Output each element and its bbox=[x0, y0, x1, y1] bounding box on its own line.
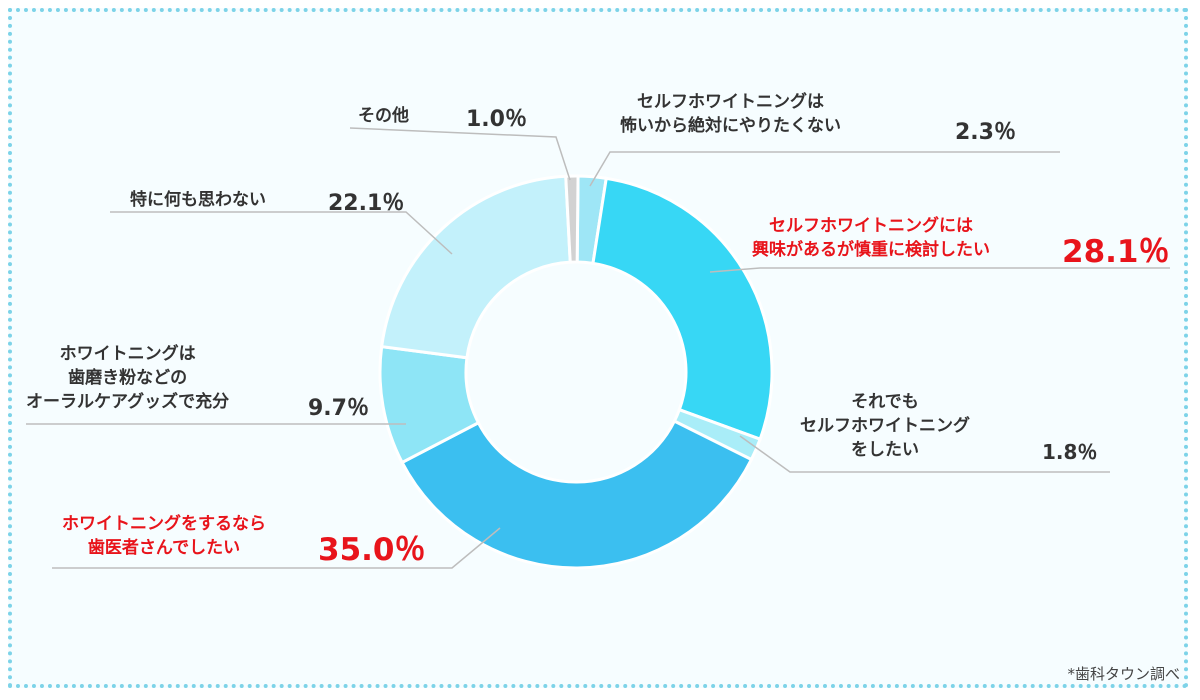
source-note: *歯科タウン調べ bbox=[1067, 665, 1180, 683]
slice-name-line: 歯医者さんでしたい bbox=[87, 538, 241, 558]
slice-label-self-afraid: セルフホワイトニングは 怖いから絶対にやりたくない bbox=[620, 90, 841, 138]
leader-line bbox=[739, 435, 1110, 473]
slice-dentist bbox=[400, 419, 754, 570]
slice-label-nothing: 特に何も思わない bbox=[130, 188, 266, 212]
leader-line bbox=[349, 127, 571, 181]
slice-name-line: セルフホワイトニングは bbox=[637, 92, 824, 112]
slice-label-self-want: それでも セルフホワイトニング をしたい bbox=[800, 390, 970, 462]
slice-name-line: 怖いから絶対にやりたくない bbox=[620, 116, 841, 136]
slice-value-dentist: 35.0％ bbox=[318, 532, 426, 568]
slice-value-other: 1.0％ bbox=[466, 107, 527, 132]
slice-label-self-interested: セルフホワイトニングには 興味があるが慎重に検討したい bbox=[752, 214, 990, 262]
slice-name-line: セルフホワイトニングには bbox=[769, 216, 973, 236]
leader-line bbox=[52, 527, 501, 569]
chart-frame bbox=[8, 8, 1188, 688]
slice-label-dentist: ホワイトニングをするなら 歯医者さんでしたい bbox=[62, 512, 266, 560]
slice-name-line: その他 bbox=[358, 106, 409, 126]
slice-nothing bbox=[379, 174, 572, 360]
slice-value-nothing: 22.1％ bbox=[328, 191, 405, 216]
slice-name-line: 興味があるが慎重に検討したい bbox=[752, 240, 990, 260]
slice-name-line: 特に何も思わない bbox=[130, 190, 266, 210]
slice-value-self-afraid: 2.3％ bbox=[955, 120, 1016, 145]
slice-name-line: ホワイトニングは bbox=[59, 344, 196, 364]
leader-line bbox=[110, 211, 453, 255]
slice-label-toothpaste: ホワイトニングは 歯磨き粉などの オーラルケアグッズで充分 bbox=[26, 342, 229, 414]
slice-value-self-interested: 28.1％ bbox=[1062, 234, 1170, 270]
slice-name-line: セルフホワイトニング bbox=[800, 416, 970, 436]
slice-value-toothpaste: 9.7％ bbox=[308, 396, 369, 421]
slice-name-line: それでも bbox=[851, 392, 919, 412]
slice-name-line: オーラルケアグッズで充分 bbox=[26, 392, 230, 412]
slice-label-other: その他 bbox=[358, 104, 409, 128]
leader-line bbox=[589, 151, 1060, 187]
leader-line bbox=[709, 267, 1170, 273]
slice-other bbox=[564, 174, 580, 264]
slice-name-line: 歯磨き粉などの bbox=[68, 368, 188, 388]
slice-self-interested bbox=[591, 176, 774, 442]
slice-name-line: をしたい bbox=[851, 440, 919, 460]
slice-name-line: ホワイトニングをするなら bbox=[62, 514, 266, 534]
slice-value-self-want: 1.8％ bbox=[1042, 440, 1098, 464]
